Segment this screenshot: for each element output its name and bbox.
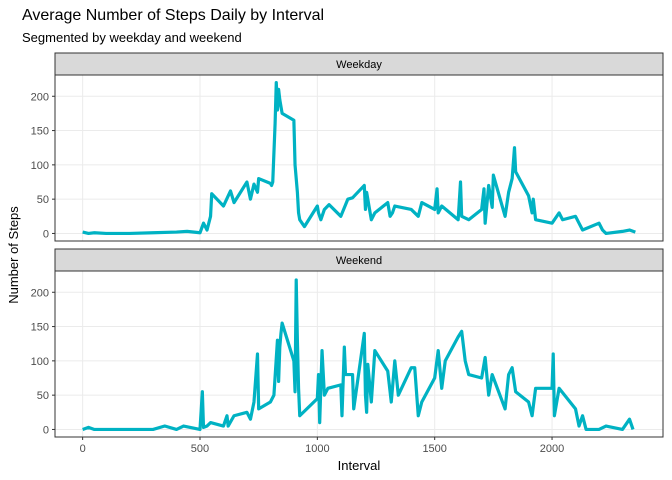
- x-tick-label: 500: [191, 443, 209, 455]
- panel: [55, 75, 663, 241]
- strip-label: Weekend: [336, 255, 382, 267]
- panel-border: [54, 74, 664, 242]
- y-tick-label: 100: [31, 356, 49, 368]
- x-tick-label: 0: [80, 443, 86, 455]
- chart-subtitle: Segmented by weekday and weekend: [22, 30, 242, 45]
- y-tick-label: 0: [43, 228, 49, 240]
- y-tick-label: 150: [31, 126, 49, 138]
- strip-label: Weekday: [336, 59, 382, 71]
- y-tick-label: 150: [31, 322, 49, 334]
- chart-title: Average Number of Steps Daily by Interva…: [22, 7, 324, 24]
- y-axis-title: Number of Steps: [6, 206, 21, 304]
- line: [82, 278, 635, 432]
- y-tick-label: 0: [43, 424, 49, 436]
- y-tick-label: 200: [31, 91, 49, 103]
- x-axis-title: Interval: [338, 458, 381, 473]
- panel-border: [54, 270, 664, 438]
- y-tick-label: 50: [37, 194, 49, 206]
- x-tick-label: 1500: [422, 443, 446, 455]
- line: [82, 80, 636, 236]
- y-tick-label: 200: [31, 287, 49, 299]
- panel: [55, 271, 663, 437]
- x-tick-label: 2000: [540, 443, 564, 455]
- y-tick-label: 100: [31, 160, 49, 172]
- x-tick-label: 1000: [305, 443, 329, 455]
- y-tick-label: 50: [37, 390, 49, 402]
